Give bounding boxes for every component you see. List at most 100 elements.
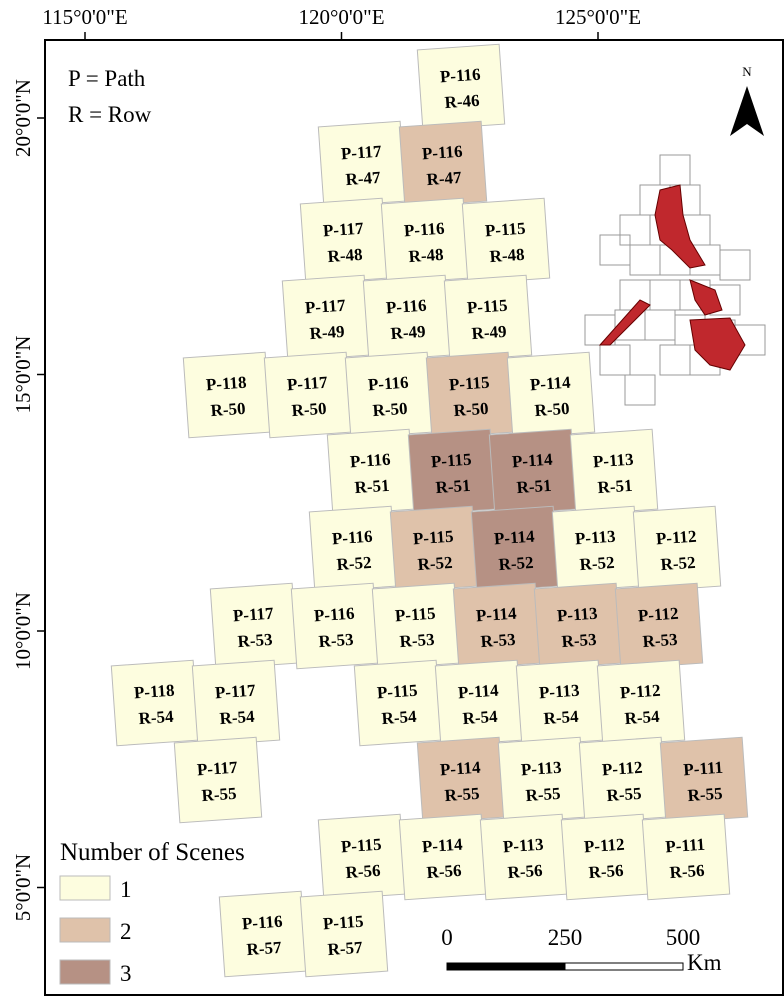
scale-unit: Km bbox=[687, 950, 722, 975]
tile-path: P-111 bbox=[683, 758, 724, 780]
tile-row: R-52 bbox=[660, 553, 696, 574]
tile-row: R-52 bbox=[579, 553, 615, 574]
tile-box bbox=[326, 428, 416, 516]
tile-row: R-54 bbox=[138, 707, 175, 728]
tile-path: P-114 bbox=[457, 681, 499, 703]
tile-path: P-116 bbox=[367, 373, 409, 395]
tile-row: R-55 bbox=[525, 784, 561, 805]
tile-row: R-47 bbox=[345, 168, 382, 189]
lat-label: 5°0'0"N bbox=[11, 854, 35, 921]
tile-row: R-49 bbox=[309, 322, 345, 343]
tile-box bbox=[344, 351, 434, 439]
tile-path: P-115 bbox=[448, 373, 490, 395]
tile-path: P-114 bbox=[529, 373, 571, 395]
lat-label: 10°0'0"N bbox=[11, 592, 35, 670]
tile-box bbox=[371, 582, 461, 670]
tile: P-112 R-56 bbox=[560, 813, 650, 901]
legend: Number of Scenes 1 2 3 bbox=[59, 839, 245, 986]
legend-label: 2 bbox=[120, 919, 132, 944]
tile-row: R-54 bbox=[624, 707, 661, 728]
tile-row: R-55 bbox=[606, 784, 642, 805]
tile-row: R-49 bbox=[390, 322, 426, 343]
tile-box bbox=[407, 428, 497, 516]
tile: P-116 R-48 bbox=[380, 197, 470, 285]
tiles: P-116R-46P-117R-47P-116R-47P-117R-48P-11… bbox=[110, 43, 749, 978]
tile-row: R-52 bbox=[417, 553, 453, 574]
tile-box bbox=[614, 582, 704, 670]
tile-path: P-116 bbox=[385, 296, 427, 318]
tile: P-117 R-53 bbox=[209, 582, 299, 670]
tile-row: R-53 bbox=[561, 630, 597, 651]
tile-row: R-56 bbox=[426, 861, 462, 882]
tile-box bbox=[218, 890, 308, 978]
legend-label: 3 bbox=[120, 961, 132, 986]
legend-title: Number of Scenes bbox=[60, 839, 245, 866]
tile-path: P-113 bbox=[556, 604, 598, 626]
tile-row: R-46 bbox=[444, 91, 480, 112]
lon-label: 120°0'0"E bbox=[298, 5, 384, 29]
key-row: R = Row bbox=[68, 102, 152, 127]
tile-path: P-117 bbox=[340, 142, 382, 164]
scale-segment bbox=[564, 962, 684, 971]
tile: P-114 R-50 bbox=[506, 351, 596, 439]
tile-path: P-115 bbox=[466, 296, 508, 318]
tile-row: R-52 bbox=[336, 553, 372, 574]
tile-box bbox=[632, 505, 722, 593]
tile-row: R-53 bbox=[642, 630, 678, 651]
tile-row: R-54 bbox=[219, 707, 256, 728]
tile-row: R-55 bbox=[444, 784, 480, 805]
tile: P-114 R-56 bbox=[398, 813, 488, 901]
tile: P-115 R-56 bbox=[317, 813, 407, 901]
tile-box bbox=[596, 659, 686, 747]
tile-path: P-112 bbox=[601, 758, 643, 780]
tile-box bbox=[416, 736, 506, 824]
legend-swatch bbox=[59, 875, 111, 901]
lat-label: 20°0'0"N bbox=[11, 79, 35, 157]
tile-row: R-50 bbox=[453, 399, 489, 420]
tile-box bbox=[488, 428, 578, 516]
tile: P-113 R-52 bbox=[551, 505, 641, 593]
tile-path: P-115 bbox=[430, 450, 472, 472]
tile-path: P-113 bbox=[574, 527, 616, 549]
tile-box bbox=[569, 428, 659, 516]
tile-path: P-112 bbox=[637, 604, 679, 626]
tile-path: P-116 bbox=[403, 219, 445, 241]
tile: P-113 R-53 bbox=[533, 582, 623, 670]
tile-box bbox=[353, 659, 443, 747]
tile-row: R-56 bbox=[507, 861, 543, 882]
tile-path: P-112 bbox=[619, 681, 661, 703]
tile: P-114 R-53 bbox=[452, 582, 542, 670]
tile-path: P-111 bbox=[665, 835, 706, 857]
tile: P-116 R-51 bbox=[326, 428, 416, 516]
tile-box bbox=[299, 890, 389, 978]
tile: P-116 R-49 bbox=[362, 274, 452, 362]
legend-swatch bbox=[59, 959, 111, 985]
scale-label: 500 bbox=[666, 925, 701, 950]
tile-row: R-54 bbox=[543, 707, 580, 728]
tile-row: R-48 bbox=[408, 245, 444, 266]
tile-row: R-52 bbox=[498, 553, 534, 574]
tile: P-118 R-50 bbox=[182, 351, 272, 439]
tile-box bbox=[515, 659, 605, 747]
tile-box bbox=[551, 505, 641, 593]
tile-path: P-114 bbox=[421, 835, 463, 857]
inset-map bbox=[584, 154, 766, 406]
tile-box bbox=[317, 120, 407, 208]
tile: P-117 R-50 bbox=[263, 351, 353, 439]
tile-row: R-47 bbox=[426, 168, 463, 189]
tile: P-112 R-54 bbox=[596, 659, 686, 747]
tile-row: R-51 bbox=[597, 476, 633, 497]
tile-path: P-114 bbox=[475, 604, 517, 626]
tile: P-112 R-53 bbox=[614, 582, 704, 670]
tile-path: P-117 bbox=[232, 604, 274, 626]
tile-path: P-113 bbox=[592, 450, 634, 472]
tile-path: P-116 bbox=[421, 142, 463, 164]
tile: P-118 R-54 bbox=[110, 659, 200, 747]
tile-row: R-51 bbox=[435, 476, 471, 497]
tile-box bbox=[506, 351, 596, 439]
tile-path: P-117 bbox=[286, 373, 328, 395]
tile: P-115 R-57 bbox=[299, 890, 389, 978]
tile: P-113 R-51 bbox=[569, 428, 659, 516]
tile-box bbox=[173, 736, 263, 824]
tile-box bbox=[110, 659, 200, 747]
